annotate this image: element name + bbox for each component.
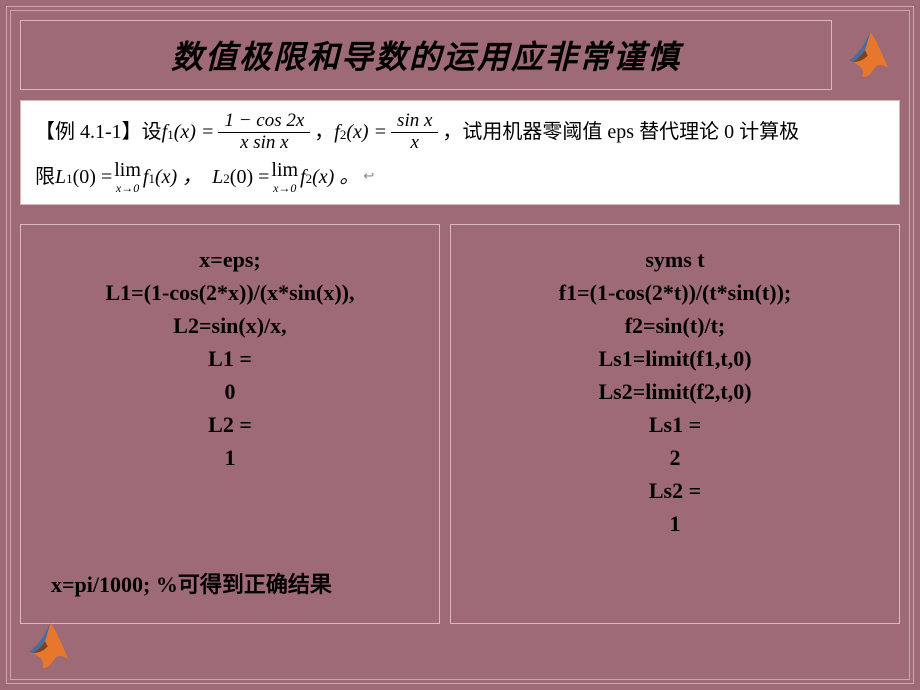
f2-denominator: x [405,133,425,154]
lim-text-1: lim [114,160,141,180]
L1-rhs-tail: (x) ， [155,158,202,196]
code-line: Ls2=limit(f2,t,0) [451,375,899,408]
L1-label: L [55,158,66,196]
line1-suffix: ，试用机器零阈值 eps 替代理论 0 计算极 [442,113,799,151]
code-line: 2 [451,441,899,474]
code-line: f2=sin(t)/t; [451,309,899,342]
trailing-mark: ↩ [363,164,374,189]
sep1: ， [314,113,334,151]
f1-sub: 1 [167,123,174,148]
numeric-code-block: x=eps; L1=(1-cos(2*x))/(x*sin(x)), L2=si… [21,243,439,474]
title-box: 数值极限和导数的运用应非常谨慎 [20,20,832,90]
code-line: x=eps; [21,243,439,276]
code-line: Ls2 = [451,474,899,507]
L1-arg: (0) = [73,158,113,196]
matlab-logo-icon [843,28,898,83]
f1-fraction: 1 − cos 2x x sin x [218,111,310,154]
code-line: 0 [21,375,439,408]
limit-1: lim x→0 [114,160,141,194]
matlab-logo-top [840,25,900,85]
limit-2: lim x→0 [271,160,298,194]
lim-text-2: lim [271,160,298,180]
code-line: 1 [21,441,439,474]
numeric-footer-comment: x=pi/1000; %可得到正确结果 [21,568,439,601]
title-row: 数值极限和导数的运用应非常谨慎 [20,20,900,90]
L1-rhs-sub: 1 [148,167,155,192]
lim-under-1: x→0 [116,182,139,194]
code-line: L2=sin(x)/x, [21,309,439,342]
symbolic-code-block: syms t f1=(1-cos(2*t))/(t*sin(t)); f2=si… [451,243,899,540]
code-line: L1 = [21,342,439,375]
f1-denominator: x sin x [234,133,295,154]
L2-rhs-sub: 2 [306,167,313,192]
L2-label: L [212,158,223,196]
numeric-code-panel: x=eps; L1=(1-cos(2*x))/(x*sin(x)), L2=si… [20,224,440,624]
f2-numerator: sin x [391,111,438,133]
L2-arg: (0) = [230,158,270,196]
L2-sub: 2 [223,167,230,192]
code-line: L1=(1-cos(2*x))/(x*sin(x)), [21,276,439,309]
formula-line-2: 限 L1 (0) = lim x→0 f1(x) ， L2 (0) = lim … [35,158,885,196]
f2-arg: (x) = [346,113,387,151]
code-line: syms t [451,243,899,276]
code-line: f1=(1-cos(2*t))/(t*sin(t)); [451,276,899,309]
example-prefix: 【例 4.1-1】设 [35,113,162,151]
lim-under-2: x→0 [273,182,296,194]
matlab-logo-bottom [20,619,80,674]
symbolic-code-panel: syms t f1=(1-cos(2*t))/(t*sin(t)); f2=si… [450,224,900,624]
L1-sub: 1 [66,167,73,192]
matlab-logo-icon [23,619,78,674]
L2-rhs-tail: (x) 。 [312,158,359,196]
line2-prefix: 限 [35,158,55,196]
formula-line-1: 【例 4.1-1】设 f1 (x) = 1 − cos 2x x sin x ，… [35,111,885,154]
formula-panel: 【例 4.1-1】设 f1 (x) = 1 − cos 2x x sin x ，… [20,100,900,205]
code-line: L2 = [21,408,439,441]
f2-sub: 2 [340,123,347,148]
slide-title: 数值极限和导数的运用应非常谨慎 [171,32,681,78]
code-line: 1 [451,507,899,540]
f1-numerator: 1 − cos 2x [218,111,310,133]
code-line: Ls1=limit(f1,t,0) [451,342,899,375]
f2-fraction: sin x x [391,111,438,154]
f1-arg: (x) = [174,113,215,151]
code-line: Ls1 = [451,408,899,441]
